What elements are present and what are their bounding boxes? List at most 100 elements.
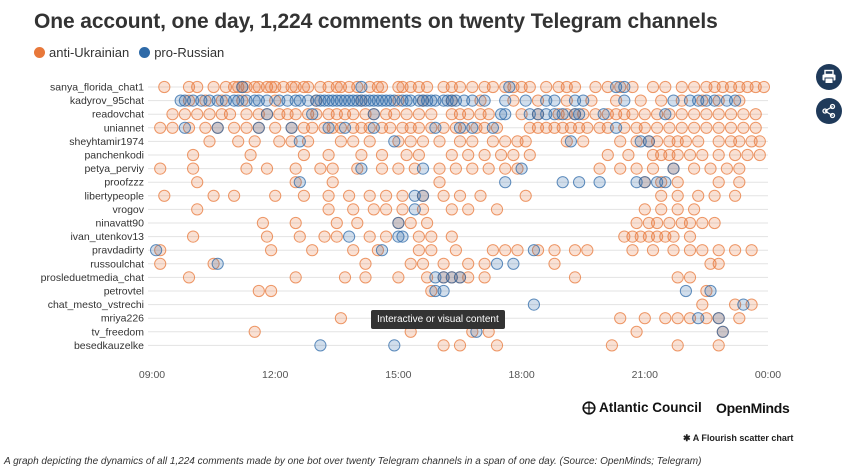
data-point[interactable]: [503, 80, 516, 94]
data-point[interactable]: [158, 80, 171, 94]
data-point[interactable]: [437, 339, 450, 352]
data-point[interactable]: [392, 271, 405, 284]
data-point[interactable]: [297, 148, 310, 162]
data-point[interactable]: [363, 121, 376, 134]
data-point[interactable]: [228, 94, 241, 107]
data-point[interactable]: [306, 244, 319, 257]
data-point[interactable]: [412, 148, 425, 162]
data-point[interactable]: [363, 135, 376, 148]
data-point[interactable]: [359, 257, 372, 270]
data-point[interactable]: [392, 80, 405, 94]
data-point[interactable]: [610, 121, 623, 134]
data-point[interactable]: [396, 203, 409, 216]
data-point[interactable]: [359, 108, 372, 121]
data-point[interactable]: [228, 189, 241, 202]
data-point[interactable]: [363, 189, 376, 202]
data-point[interactable]: [433, 162, 446, 175]
data-point[interactable]: [375, 80, 389, 94]
data-point[interactable]: [232, 135, 245, 148]
data-point[interactable]: [478, 80, 491, 94]
data-point[interactable]: [182, 121, 196, 134]
data-point[interactable]: [392, 216, 405, 230]
data-point[interactable]: [712, 135, 725, 148]
data-point[interactable]: [679, 284, 693, 298]
data-point[interactable]: [655, 94, 668, 107]
data-point[interactable]: [642, 135, 656, 148]
data-point[interactable]: [688, 108, 701, 121]
data-point[interactable]: [347, 108, 360, 121]
data-point[interactable]: [232, 80, 245, 94]
data-point[interactable]: [252, 121, 265, 134]
data-point[interactable]: [577, 94, 590, 107]
data-point[interactable]: [425, 284, 438, 298]
data-point[interactable]: [318, 230, 331, 243]
data-point[interactable]: [236, 80, 249, 94]
data-point[interactable]: [626, 244, 639, 257]
data-point[interactable]: [618, 80, 631, 94]
print-button[interactable]: [816, 64, 842, 90]
data-point[interactable]: [568, 80, 582, 94]
data-point[interactable]: [708, 216, 721, 230]
data-point[interactable]: [191, 108, 204, 121]
data-point[interactable]: [375, 244, 389, 257]
data-point[interactable]: [223, 108, 237, 121]
data-point[interactable]: [630, 162, 643, 175]
data-point[interactable]: [568, 244, 582, 257]
data-point[interactable]: [437, 189, 450, 202]
data-point[interactable]: [260, 230, 274, 243]
data-point[interactable]: [675, 80, 688, 94]
data-point[interactable]: [671, 189, 684, 202]
data-point[interactable]: [511, 244, 524, 257]
data-point[interactable]: [240, 121, 253, 134]
data-point[interactable]: [453, 189, 467, 202]
data-point[interactable]: [338, 271, 352, 284]
data-point[interactable]: [334, 135, 347, 148]
data-point[interactable]: [396, 230, 409, 243]
data-point[interactable]: [384, 121, 397, 134]
data-point[interactable]: [601, 121, 614, 134]
data-point[interactable]: [704, 162, 717, 175]
data-point[interactable]: [404, 135, 417, 148]
data-point[interactable]: [482, 108, 495, 121]
data-point[interactable]: [289, 216, 302, 230]
data-point[interactable]: [371, 80, 384, 94]
data-point[interactable]: [729, 244, 742, 257]
data-point[interactable]: [638, 176, 651, 189]
data-point[interactable]: [499, 108, 512, 121]
data-point[interactable]: [273, 135, 286, 148]
data-point[interactable]: [453, 135, 467, 148]
data-point[interactable]: [486, 121, 499, 134]
data-point[interactable]: [675, 121, 688, 134]
data-point[interactable]: [248, 135, 261, 148]
data-point[interactable]: [646, 244, 660, 257]
data-point[interactable]: [380, 189, 393, 202]
data-point[interactable]: [326, 176, 339, 189]
data-point[interactable]: [523, 80, 536, 94]
data-point[interactable]: [187, 162, 200, 175]
data-point[interactable]: [737, 121, 750, 134]
data-point[interactable]: [564, 135, 578, 148]
legend-item-pro-russian[interactable]: pro-Russian: [139, 45, 224, 60]
data-point[interactable]: [478, 271, 491, 284]
data-point[interactable]: [683, 148, 697, 162]
data-point[interactable]: [293, 230, 306, 243]
data-point[interactable]: [683, 271, 697, 284]
data-point[interactable]: [289, 162, 302, 175]
data-point[interactable]: [396, 189, 409, 202]
data-point[interactable]: [400, 94, 413, 107]
data-point[interactable]: [663, 121, 676, 134]
data-point[interactable]: [671, 176, 684, 189]
data-point[interactable]: [425, 244, 438, 257]
data-point[interactable]: [425, 94, 438, 107]
data-point[interactable]: [638, 108, 651, 121]
data-point[interactable]: [708, 189, 721, 202]
data-point[interactable]: [712, 312, 725, 325]
data-point[interactable]: [753, 135, 766, 148]
data-point[interactable]: [700, 108, 713, 121]
data-point[interactable]: [355, 121, 368, 134]
data-point[interactable]: [696, 94, 709, 107]
data-point[interactable]: [720, 162, 734, 175]
data-point[interactable]: [622, 148, 635, 162]
data-point[interactable]: [712, 244, 725, 257]
data-point[interactable]: [445, 230, 458, 243]
